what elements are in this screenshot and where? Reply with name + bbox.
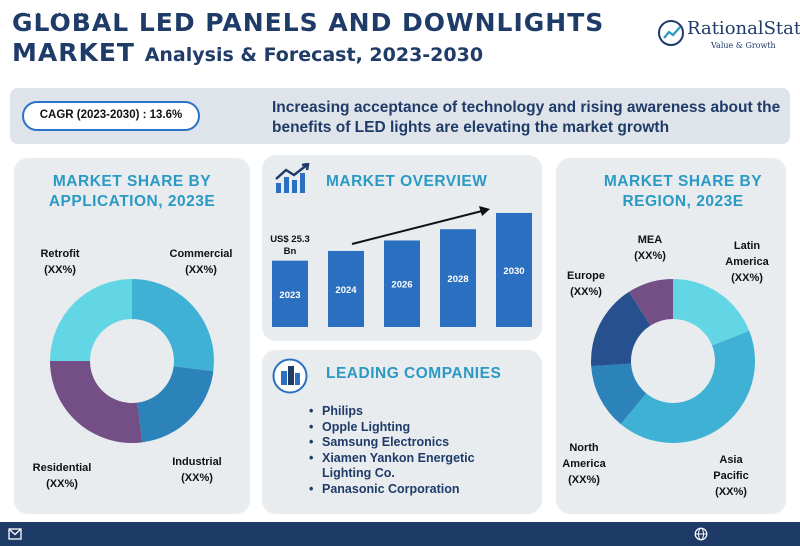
company-name: Samsung Electronics	[322, 435, 450, 449]
email-icon	[8, 528, 22, 540]
region-slice-asia-pacific	[620, 330, 755, 443]
trend-arrow-line	[351, 209, 487, 245]
banner-text: Increasing acceptance of technology and …	[272, 99, 781, 136]
bar-label-2026: 2026	[391, 280, 412, 291]
trend-arrow-head	[479, 206, 490, 216]
bullet-icon: •	[309, 450, 314, 465]
app-label-residential-value: (XX%)	[46, 478, 78, 490]
region-label-mea: MEA (XX%)	[624, 232, 676, 264]
app-label-residential: Residential (XX%)	[22, 460, 102, 492]
bullet-icon: •	[309, 419, 314, 434]
trend-chart-icon	[275, 163, 310, 193]
page-subtitle: MARKET Analysis & Forecast, 2023-2030	[12, 38, 483, 67]
region-slice-north-america	[591, 363, 647, 425]
bar-2026	[384, 240, 420, 327]
cagr-badge: CAGR (2023-2030) : 13.6%	[22, 101, 200, 131]
application-slice-residential	[50, 361, 143, 443]
application-slice-industrial	[137, 366, 214, 443]
page-title: GLOBAL LED PANELS AND DOWNLIGHTS	[12, 8, 605, 37]
region-label-mea-name: MEA	[637, 234, 663, 246]
region-label-latin-america-value: (XX%)	[731, 272, 763, 284]
bar-label-2024: 2024	[335, 285, 357, 296]
bar-label-2028: 2028	[447, 274, 468, 285]
bar-label-2030: 2030	[503, 266, 524, 277]
app-label-commercial: Commercial (XX%)	[158, 246, 244, 278]
app-label-industrial-name: Industrial	[172, 456, 222, 468]
app-label-industrial-value: (XX%)	[181, 472, 213, 484]
region-label-asia-pacific: Asia Pacific (XX%)	[706, 452, 756, 500]
bullet-icon: •	[309, 481, 314, 496]
footer-email-link[interactable]: info@rationalstat.com	[26, 5, 138, 17]
companies-panel	[262, 350, 542, 514]
company-name: Opple Lighting	[322, 419, 411, 434]
overview-title: MARKET OVERVIEW	[326, 173, 488, 190]
region-slice-europe	[591, 291, 651, 367]
bullet-icon: •	[309, 435, 314, 449]
region-label-europe-value: (XX%)	[570, 286, 602, 298]
app-label-retrofit: Retrofit (XX%)	[30, 246, 90, 278]
app-label-commercial-name: Commercial	[169, 248, 233, 260]
company-name: Philips	[322, 404, 363, 418]
region-label-north-america-value: (XX%)	[568, 474, 600, 486]
application-slice-retrofit	[50, 279, 132, 361]
region-label-europe-name: Europe	[567, 270, 605, 282]
companies-title: LEADING COMPANIES	[326, 365, 502, 382]
bar-2028	[440, 229, 476, 327]
region-title: MARKET SHARE BY REGION, 2023E	[603, 173, 763, 210]
footer	[0, 522, 800, 546]
region-label-latin-america-name: Latin America	[725, 240, 769, 268]
app-label-residential-name: Residential	[32, 462, 92, 474]
bar-label-2023: 2023	[279, 290, 300, 301]
application-panel	[14, 158, 250, 514]
logo-name: RationalStat	[687, 18, 800, 39]
footer-website-link[interactable]: rationalstat.com	[712, 5, 794, 17]
title-market: MARKET	[12, 38, 135, 67]
bar-2030	[496, 212, 532, 327]
region-label-north-america: North America (XX%)	[556, 440, 612, 488]
application-title: MARKET SHARE BY APPLICATION, 2023E	[48, 173, 216, 210]
logo[interactable]: RationalStat Value & Growth	[656, 16, 800, 52]
region-label-north-america-name: North America	[562, 442, 606, 470]
region-slice-latin-america	[673, 279, 750, 346]
company-item: • Samsung Electronics	[309, 435, 512, 451]
bullet-icon: •	[309, 404, 314, 418]
buildings-icon	[272, 358, 308, 394]
region-label-asia-pacific-value: (XX%)	[715, 486, 747, 498]
companies-list: • Philips • Opple Lighting • Samsung Electr…	[309, 404, 512, 498]
app-label-industrial: Industrial (XX%)	[160, 454, 234, 486]
app-label-commercial-value: (XX%)	[185, 264, 217, 276]
logo-mark-icon	[658, 20, 684, 46]
bar-2024	[328, 250, 364, 327]
company-item: • Philips	[309, 404, 512, 420]
region-label-mea-value: (XX%)	[634, 250, 666, 262]
app-label-retrofit-name: Retrofit	[40, 248, 80, 260]
company-item: • Opple Lighting	[309, 419, 512, 436]
region-slice-mea	[629, 279, 673, 326]
company-item: • Xiamen Yankon Energetic Lighting Co.	[309, 450, 512, 482]
region-label-europe: Europe (XX%)	[560, 268, 612, 300]
company-name: Xiamen Yankon Energetic Lighting Co.	[322, 450, 475, 481]
bar-first-value-label: US$ 25.3 Bn	[270, 234, 310, 257]
globe-icon	[694, 527, 708, 541]
company-name: Panasonic Corporation	[322, 481, 460, 496]
bar-2023	[272, 260, 308, 327]
title-analysis: Analysis & Forecast, 2023-2030	[144, 44, 484, 66]
region-label-latin-america: Latin America (XX%)	[714, 238, 780, 286]
app-label-retrofit-value: (XX%)	[44, 264, 76, 276]
logo-tagline: Value & Growth	[711, 41, 776, 50]
application-slice-commercial	[132, 279, 214, 372]
region-label-asia-pacific-name: Asia Pacific	[713, 454, 749, 482]
company-item: • Panasonic Corporation	[309, 481, 512, 498]
